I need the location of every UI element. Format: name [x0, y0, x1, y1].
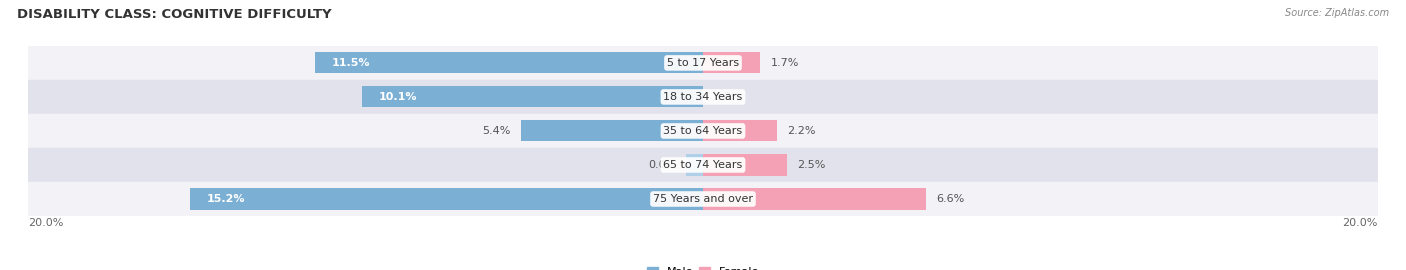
Text: 18 to 34 Years: 18 to 34 Years [664, 92, 742, 102]
Bar [190, 188, 703, 210]
Bar [315, 52, 703, 73]
Text: DISABILITY CLASS: COGNITIVE DIFFICULTY: DISABILITY CLASS: COGNITIVE DIFFICULTY [17, 8, 332, 21]
Legend: Male, Female: Male, Female [643, 262, 763, 270]
Bar [28, 148, 1378, 182]
Bar [703, 188, 925, 210]
Text: 2.2%: 2.2% [787, 126, 815, 136]
Text: 65 to 74 Years: 65 to 74 Years [664, 160, 742, 170]
Text: 20.0%: 20.0% [28, 218, 63, 228]
Text: 5.4%: 5.4% [482, 126, 510, 136]
Text: 35 to 64 Years: 35 to 64 Years [664, 126, 742, 136]
Text: 20.0%: 20.0% [1343, 218, 1378, 228]
Text: 5 to 17 Years: 5 to 17 Years [666, 58, 740, 68]
Text: 0.0%: 0.0% [648, 160, 676, 170]
Bar [703, 52, 761, 73]
Text: 0.0%: 0.0% [713, 92, 741, 102]
Text: 1.7%: 1.7% [770, 58, 799, 68]
Text: 6.6%: 6.6% [936, 194, 965, 204]
Bar [28, 182, 1378, 216]
Text: 10.1%: 10.1% [380, 92, 418, 102]
Text: 75 Years and over: 75 Years and over [652, 194, 754, 204]
Text: 11.5%: 11.5% [332, 58, 370, 68]
Text: 2.5%: 2.5% [797, 160, 825, 170]
Bar [686, 154, 703, 176]
Bar [363, 86, 703, 107]
Bar [28, 80, 1378, 114]
Bar [703, 120, 778, 141]
Text: 15.2%: 15.2% [207, 194, 246, 204]
Bar [28, 46, 1378, 80]
Bar [28, 114, 1378, 148]
Bar [520, 120, 703, 141]
Bar [703, 154, 787, 176]
Text: Source: ZipAtlas.com: Source: ZipAtlas.com [1285, 8, 1389, 18]
